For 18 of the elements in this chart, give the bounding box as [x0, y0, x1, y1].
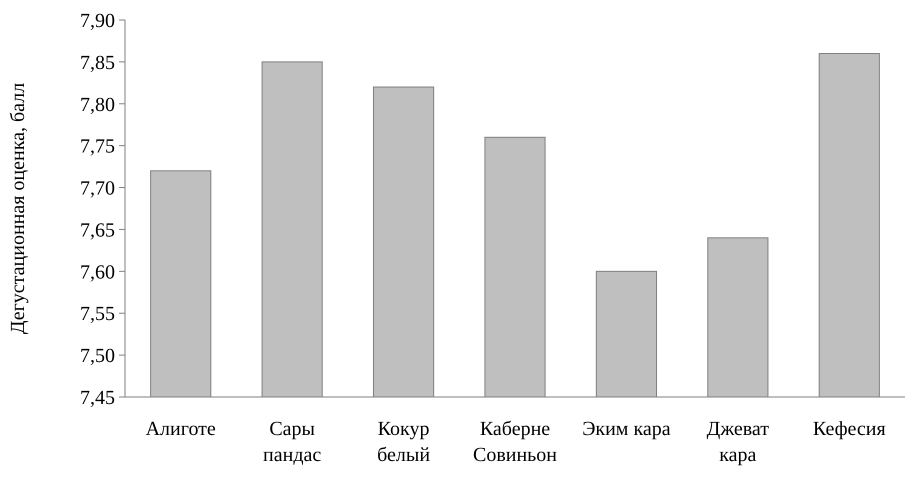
x-tick-label: Кефесия — [812, 418, 886, 440]
x-tick-label: Джеват кара — [706, 418, 770, 466]
y-tick-label: 7,70 — [80, 178, 115, 200]
y-tick-label: 7,85 — [80, 52, 115, 74]
x-tick-label: Сары пандас — [263, 418, 322, 466]
y-tick-label: 7,45 — [80, 387, 115, 409]
x-tick-label: Эким кара — [582, 418, 671, 440]
y-tick-label: 7,80 — [80, 94, 115, 116]
x-tick-label: Алиготе — [146, 418, 216, 440]
y-tick-label: 7,55 — [80, 303, 115, 326]
y-tick-label: 7,65 — [80, 219, 115, 242]
x-tick-label: Кокур белый — [377, 418, 430, 466]
y-axis-title: Дегустационная оценка, балл — [7, 82, 29, 334]
y-tick-label: 7,75 — [80, 136, 115, 158]
x-tick-label: Каберне Совиньон — [472, 418, 558, 466]
y-tick-label: 7,60 — [80, 261, 115, 284]
y-tick-label: 7,90 — [80, 10, 115, 32]
y-tick-label: 7,50 — [80, 345, 115, 368]
